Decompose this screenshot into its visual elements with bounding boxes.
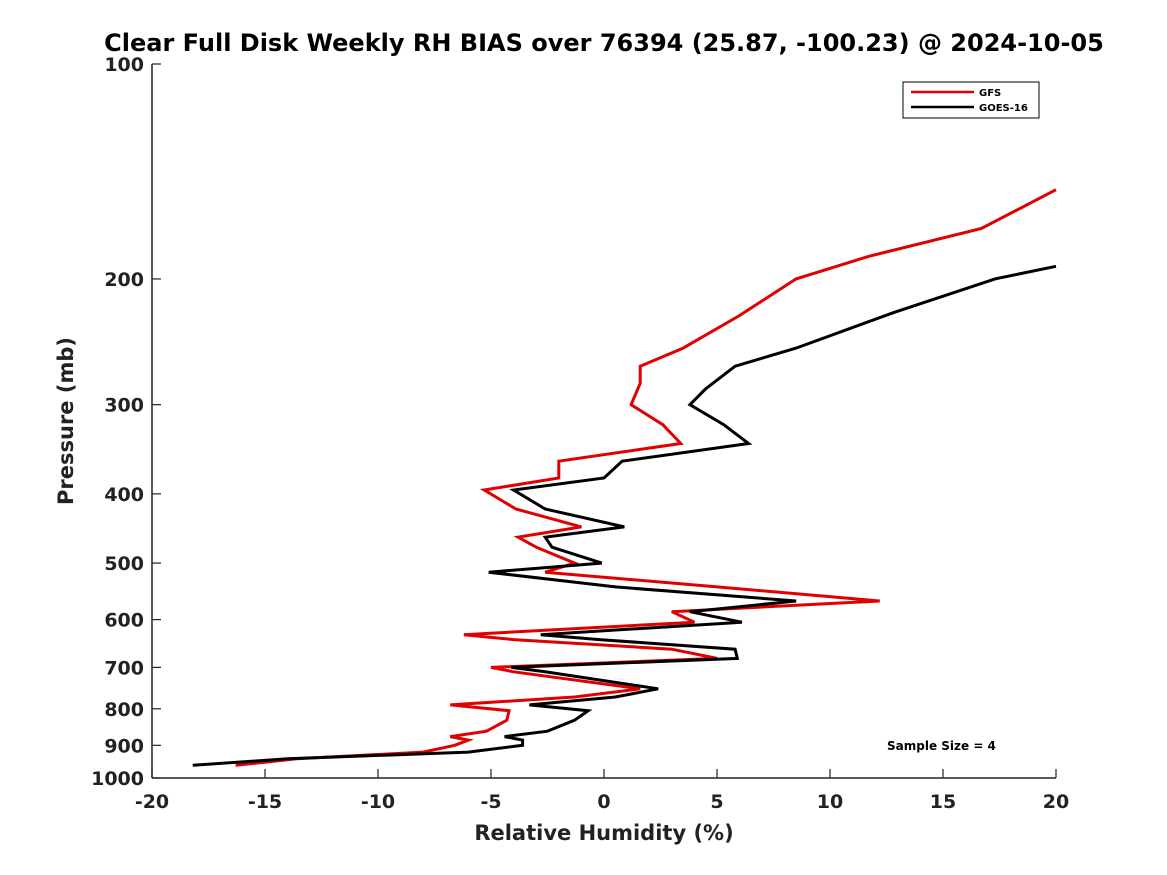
y-tick-label: 800 bbox=[104, 699, 144, 721]
y-tick-label: 900 bbox=[104, 735, 144, 757]
y-tick-label: 600 bbox=[104, 610, 144, 632]
y-tick-label: 700 bbox=[104, 657, 144, 679]
x-axis-ticks: -20 -15 -10 -5 0 5 10 15 20 bbox=[135, 769, 1069, 813]
legend-label-gfs: GFS bbox=[979, 88, 1001, 99]
y-axis-label: Pressure (mb) bbox=[54, 337, 78, 505]
x-tick-label: -15 bbox=[248, 791, 282, 813]
y-tick-label: 100 bbox=[104, 54, 144, 76]
x-tick-label: 15 bbox=[930, 791, 956, 813]
x-tick-label: -5 bbox=[480, 791, 501, 813]
y-tick-label: 300 bbox=[104, 395, 144, 417]
legend-box bbox=[902, 81, 1040, 119]
y-tick-label: 500 bbox=[104, 553, 144, 575]
x-tick-label: 5 bbox=[710, 791, 723, 813]
x-tick-label: -20 bbox=[135, 791, 169, 813]
y-tick-label: 1000 bbox=[91, 768, 144, 790]
y-axis-ticks: 100 200 300 400 500 600 700 800 900 1000 bbox=[91, 54, 161, 790]
chart-title: Clear Full Disk Weekly RH BIAS over 7639… bbox=[104, 29, 1104, 57]
series-line-goes-16 bbox=[192, 264, 1057, 767]
x-tick-label: 0 bbox=[597, 791, 610, 813]
x-tick-label: 10 bbox=[817, 791, 843, 813]
x-tick-label: 20 bbox=[1043, 791, 1069, 813]
x-tick-label: -10 bbox=[361, 791, 395, 813]
sample-size-annotation: Sample Size = 4 bbox=[887, 739, 996, 753]
legend: GFS GOES-16 bbox=[902, 81, 1040, 119]
y-tick-label: 200 bbox=[104, 269, 144, 291]
plot-lines bbox=[192, 188, 1057, 767]
series-line-gfs bbox=[235, 188, 1057, 767]
x-axis-label: Relative Humidity (%) bbox=[474, 821, 733, 845]
y-tick-label: 400 bbox=[104, 484, 144, 506]
legend-label-goes16: GOES-16 bbox=[979, 103, 1028, 114]
